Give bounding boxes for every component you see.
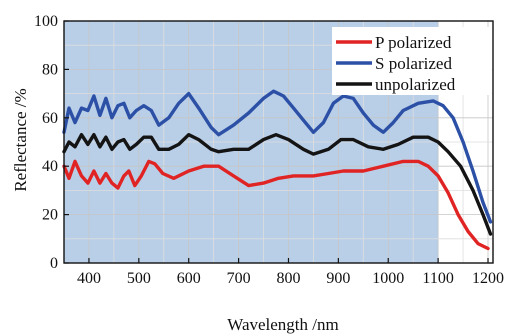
x-tick-label: 700 bbox=[227, 270, 251, 287]
series-layer bbox=[62, 89, 493, 251]
legend-label-3: unpolarized bbox=[375, 75, 456, 94]
y-tick-label: 100 bbox=[34, 13, 58, 30]
x-tick-label: 1000 bbox=[372, 270, 404, 287]
series-line-3 bbox=[62, 133, 493, 236]
series-line-2 bbox=[62, 89, 493, 224]
y-tick-label: 60 bbox=[42, 110, 58, 127]
x-tick-label: 1200 bbox=[472, 270, 504, 287]
y-tick-label: 0 bbox=[50, 255, 58, 272]
y-tick-label: 20 bbox=[42, 207, 58, 224]
plot-frame-layer bbox=[63, 20, 494, 264]
x-tick-label: 1100 bbox=[422, 270, 453, 287]
y-tick-label: 80 bbox=[42, 61, 58, 78]
x-tick-label: 400 bbox=[77, 270, 101, 287]
x-tick-label: 500 bbox=[127, 270, 151, 287]
x-tick-label: 800 bbox=[276, 270, 300, 287]
y-axis-title: Reflectance /% bbox=[11, 88, 30, 191]
x-tick-label: 900 bbox=[326, 270, 350, 287]
tick-layer: 400 500 600 700 800 900 1000 1100 1200 0 20 40 60 80 1… bbox=[34, 13, 504, 287]
x-axis-title: Wavelength /nm bbox=[227, 315, 338, 334]
y-tick-label: 40 bbox=[42, 158, 58, 175]
legend-label-1: P polarized bbox=[375, 33, 452, 52]
series-line-1 bbox=[62, 159, 490, 251]
legend: P polarized S polarized unpolarized bbox=[332, 27, 492, 95]
legend-label-2: S polarized bbox=[375, 54, 452, 73]
plot-frame bbox=[63, 20, 494, 264]
x-tick-label: 600 bbox=[177, 270, 201, 287]
